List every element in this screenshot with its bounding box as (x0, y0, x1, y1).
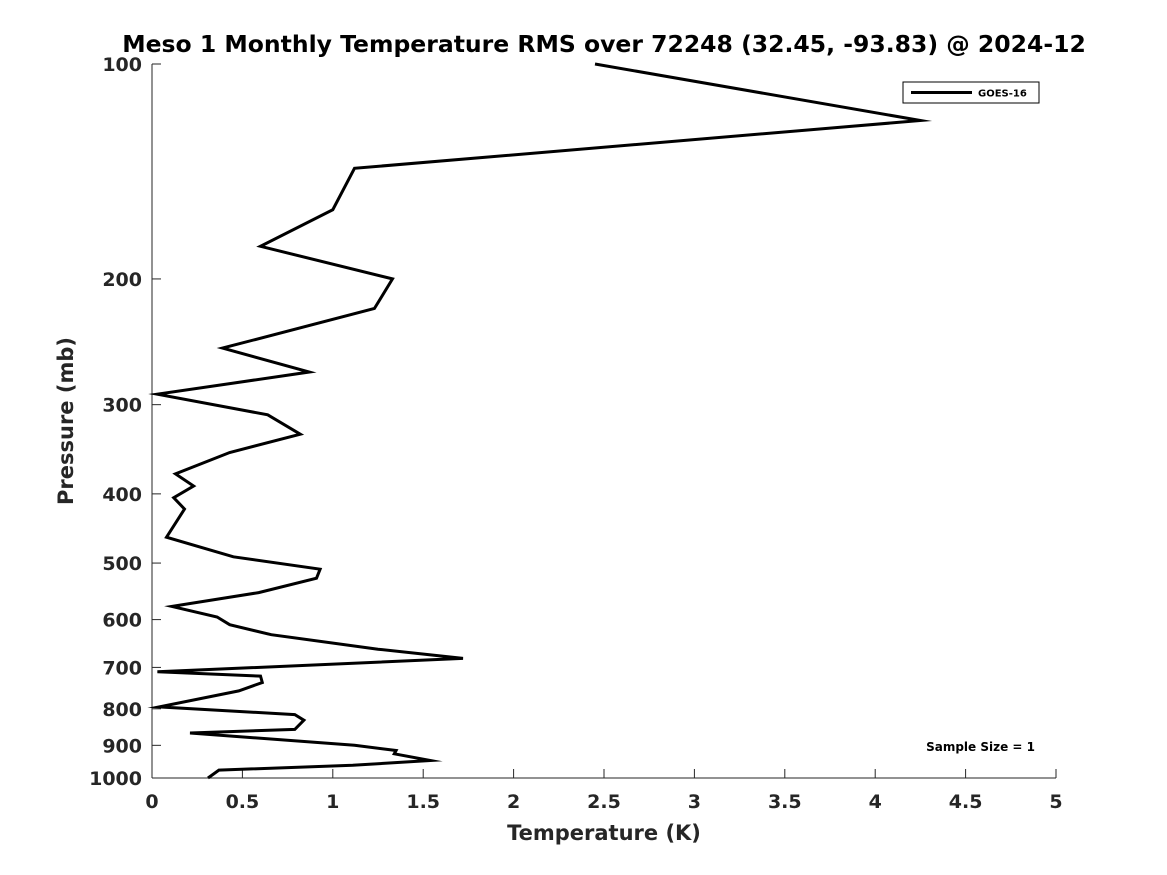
y-tick-label: 100 (102, 54, 142, 76)
y-tick-label: 800 (102, 699, 142, 721)
y-tick-label: 600 (102, 610, 142, 632)
y-tick-label: 500 (102, 553, 142, 575)
legend: GOES-16 (902, 81, 1040, 104)
x-tick-label: 2 (507, 791, 520, 813)
y-tick-label: 1000 (89, 768, 142, 790)
x-tick-label: 4.5 (949, 791, 983, 813)
chart-title: Meso 1 Monthly Temperature RMS over 7224… (122, 30, 1086, 58)
x-tick-label: 4 (869, 791, 882, 813)
x-axis-label: Temperature (K) (507, 821, 701, 845)
series-line-goes-16 (147, 62, 933, 780)
x-tick-label: 2.5 (587, 791, 621, 813)
x-tick-label: 3 (688, 791, 701, 813)
x-tick-label: 3.5 (768, 791, 802, 813)
y-tick-label: 400 (102, 484, 142, 506)
sample-size-annotation: Sample Size = 1 (926, 740, 1035, 754)
y-tick-label: 700 (102, 657, 142, 679)
plot-area: 0 0.5 1 1.5 2 2.5 3 3.5 4 4.5 5 100 200 300 400 500 600 7… (89, 54, 1063, 813)
x-tick-label: 0 (145, 791, 158, 813)
x-tick-label: 0.5 (226, 791, 260, 813)
x-tick-label: 1 (326, 791, 339, 813)
x-tick-label: 1.5 (406, 791, 440, 813)
y-tick-label: 200 (102, 269, 142, 291)
y-tick-label: 300 (102, 395, 142, 417)
y-tick-label: 900 (102, 735, 142, 757)
legend-label-goes-16: GOES-16 (978, 89, 1027, 100)
y-axis-label: Pressure (mb) (54, 337, 78, 505)
x-tick-label: 5 (1049, 791, 1062, 813)
